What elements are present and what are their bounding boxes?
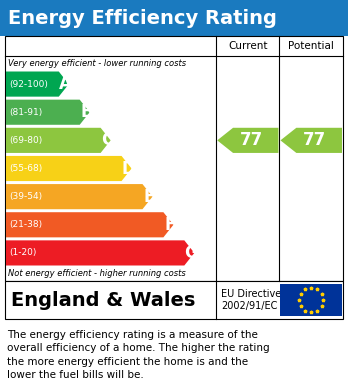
FancyArrow shape xyxy=(6,100,90,125)
Text: 77: 77 xyxy=(303,131,326,149)
Text: Very energy efficient - lower running costs: Very energy efficient - lower running co… xyxy=(8,59,186,68)
Text: D: D xyxy=(122,160,135,178)
Text: (92-100): (92-100) xyxy=(9,80,48,89)
Text: B: B xyxy=(80,103,93,121)
Text: (1-20): (1-20) xyxy=(9,248,37,257)
FancyArrow shape xyxy=(280,128,342,153)
Text: Current: Current xyxy=(228,41,268,51)
Text: (81-91): (81-91) xyxy=(9,108,42,117)
Bar xyxy=(5,281,343,319)
Text: Energy Efficiency Rating: Energy Efficiency Rating xyxy=(8,9,277,27)
Text: (39-54): (39-54) xyxy=(9,192,42,201)
FancyArrow shape xyxy=(6,128,111,153)
FancyArrow shape xyxy=(6,212,173,237)
FancyArrow shape xyxy=(217,128,278,153)
Text: Not energy efficient - higher running costs: Not energy efficient - higher running co… xyxy=(8,269,186,278)
FancyArrow shape xyxy=(6,156,132,181)
Text: C: C xyxy=(102,131,114,149)
Text: Potential: Potential xyxy=(288,41,334,51)
FancyArrow shape xyxy=(6,184,152,209)
Text: The energy efficiency rating is a measure of the
overall efficiency of a home. T: The energy efficiency rating is a measur… xyxy=(7,330,270,380)
Text: (21-38): (21-38) xyxy=(9,220,42,229)
Text: (69-80): (69-80) xyxy=(9,136,42,145)
Text: A: A xyxy=(60,75,72,93)
Bar xyxy=(5,36,343,281)
FancyArrow shape xyxy=(6,240,194,265)
Text: (55-68): (55-68) xyxy=(9,164,42,173)
Bar xyxy=(0,0,348,36)
Text: F: F xyxy=(165,216,176,234)
FancyArrow shape xyxy=(6,72,69,97)
Text: E: E xyxy=(144,188,155,206)
Bar xyxy=(280,284,342,316)
Text: 77: 77 xyxy=(239,131,263,149)
Text: EU Directive
2002/91/EC: EU Directive 2002/91/EC xyxy=(221,289,282,311)
Text: England & Wales: England & Wales xyxy=(11,291,195,310)
Text: G: G xyxy=(184,244,198,262)
